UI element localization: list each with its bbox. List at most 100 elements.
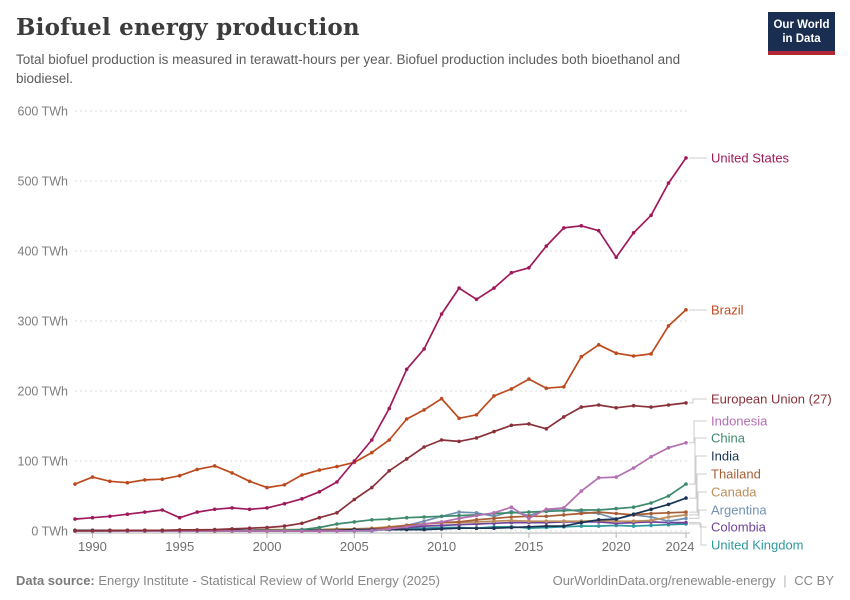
series-line-china[interactable] <box>74 483 687 532</box>
series-point-thailand <box>614 511 618 516</box>
series-point-brazil <box>631 354 636 358</box>
series-line-brazil[interactable] <box>74 308 687 489</box>
series-point-china <box>527 510 531 514</box>
series-point-india <box>562 524 566 528</box>
series-label-canada[interactable]: Canada <box>711 485 757 500</box>
series-point-brazil <box>562 385 566 389</box>
series-line-indonesia[interactable] <box>74 441 687 532</box>
series-point-united-states <box>666 181 671 185</box>
series-point-india <box>614 517 618 521</box>
license-link[interactable]: CC BY <box>794 573 834 588</box>
series-point-united-states <box>265 506 269 510</box>
series-point-thailand <box>562 513 566 517</box>
series-point-european-union-27 <box>282 524 287 528</box>
series-point-india <box>649 507 653 512</box>
series-label-indonesia[interactable]: Indonesia <box>711 414 768 429</box>
series-point-brazil <box>404 417 409 421</box>
series-point-thailand <box>684 510 688 514</box>
series-point-india <box>527 525 531 529</box>
series-point-brazil <box>317 468 322 472</box>
series-point-indonesia <box>614 475 618 479</box>
series-point-brazil <box>457 416 461 421</box>
series-point-european-union-27 <box>108 528 112 533</box>
y-axis-label-500: 500 TWh <box>18 175 69 189</box>
series-point-united-states <box>352 459 357 463</box>
series-point-china <box>317 525 322 530</box>
series-point-brazil <box>282 483 287 487</box>
series-point-european-union-27 <box>404 457 409 461</box>
chart-footer: Data source: Energy Institute - Statisti… <box>16 573 834 588</box>
series-label-china[interactable]: China <box>711 431 746 446</box>
series-point-indonesia <box>265 529 269 533</box>
series-point-thailand <box>457 520 461 524</box>
series-point-china <box>509 511 514 515</box>
series-label-united-states[interactable]: United States <box>711 151 790 166</box>
x-axis-label-2010: 2010 <box>427 539 456 554</box>
series-point-european-union-27 <box>73 528 77 533</box>
y-axis-label-100: 100 TWh <box>18 455 69 469</box>
series-point-united-states <box>684 156 688 160</box>
chart-subtitle: Total biofuel production is measured in … <box>16 52 681 87</box>
series-point-european-union-27 <box>160 528 165 533</box>
series-point-united-states <box>335 480 339 484</box>
series-point-united-states <box>212 507 217 512</box>
data-source: Data source: Energy Institute - Statisti… <box>16 573 440 588</box>
chart-canvas[interactable]: 0 TWh 100 TWh 200 TWh 300 TWh 400 TWh 500 TWh… <box>0 90 850 568</box>
series-point-european-union-27 <box>544 427 549 431</box>
owid-link[interactable]: OurWorldinData.org/renewable-energy <box>552 573 776 588</box>
series-point-european-union-27 <box>684 401 688 405</box>
series-point-india <box>457 526 461 530</box>
series-point-china <box>579 508 584 512</box>
series-label-india[interactable]: India <box>711 449 740 464</box>
label-connector-european-union-27 <box>689 398 707 404</box>
series-point-united-states <box>404 367 409 372</box>
series-point-united-states <box>195 510 199 514</box>
series-point-european-union-27 <box>195 528 199 532</box>
series-point-canada <box>666 515 671 519</box>
series-point-canada <box>631 519 636 523</box>
series-label-thailand[interactable]: Thailand <box>711 467 761 482</box>
data-source-text: Energy Institute - Statistical Review of… <box>98 573 440 588</box>
series-label-european-union-27[interactable]: European Union (27) <box>711 392 832 407</box>
series-point-united-states <box>474 297 479 302</box>
chart-header: Biofuel energy production Total biofuel … <box>16 14 834 88</box>
owid-logo[interactable]: Our World in Data <box>768 12 835 55</box>
label-connector-india <box>689 455 707 499</box>
series-point-brazil <box>177 473 182 478</box>
series-point-brazil <box>370 450 374 455</box>
series-point-united-states <box>596 228 601 233</box>
series-point-indonesia <box>492 511 496 515</box>
y-axis-label-300: 300 TWh <box>18 315 69 329</box>
series-point-indonesia <box>352 528 357 533</box>
series-point-united-kingdom <box>649 523 653 528</box>
series-label-colombia[interactable]: Colombia <box>711 520 767 535</box>
series-point-india <box>544 524 549 528</box>
series-point-brazil <box>230 471 234 475</box>
series-point-united-states <box>230 506 234 510</box>
series-point-united-kingdom <box>596 524 601 528</box>
series-point-argentina <box>457 510 461 514</box>
series-point-european-union-27 <box>125 528 130 533</box>
series-label-brazil[interactable]: Brazil <box>711 303 744 318</box>
series-line-united-states[interactable] <box>74 157 687 520</box>
series-point-indonesia <box>457 516 461 521</box>
series-point-indonesia <box>300 529 304 533</box>
series-point-european-union-27 <box>596 403 601 407</box>
series-point-china <box>631 505 636 510</box>
x-axis-label-2005: 2005 <box>340 539 369 554</box>
x-axis-label-2000: 2000 <box>253 539 282 554</box>
footer-links: OurWorldinData.org/renewable-energy | CC… <box>549 573 834 588</box>
label-connector-canada <box>689 491 707 516</box>
series-point-china <box>352 520 357 524</box>
series-point-canada <box>527 519 531 523</box>
series-label-united-kingdom[interactable]: United Kingdom <box>711 538 804 553</box>
series-label-argentina[interactable]: Argentina <box>711 503 767 518</box>
series-line-european-union-27[interactable] <box>74 402 687 532</box>
series-point-united-states <box>370 438 374 442</box>
series-point-thailand <box>492 516 496 521</box>
series-point-united-states <box>108 514 112 519</box>
series-point-united-kingdom <box>579 524 584 528</box>
chart-area[interactable]: 0 TWh 100 TWh 200 TWh 300 TWh 400 TWh 500 TWh… <box>0 90 850 568</box>
series-point-european-union-27 <box>177 528 182 532</box>
series-point-indonesia <box>247 529 252 533</box>
